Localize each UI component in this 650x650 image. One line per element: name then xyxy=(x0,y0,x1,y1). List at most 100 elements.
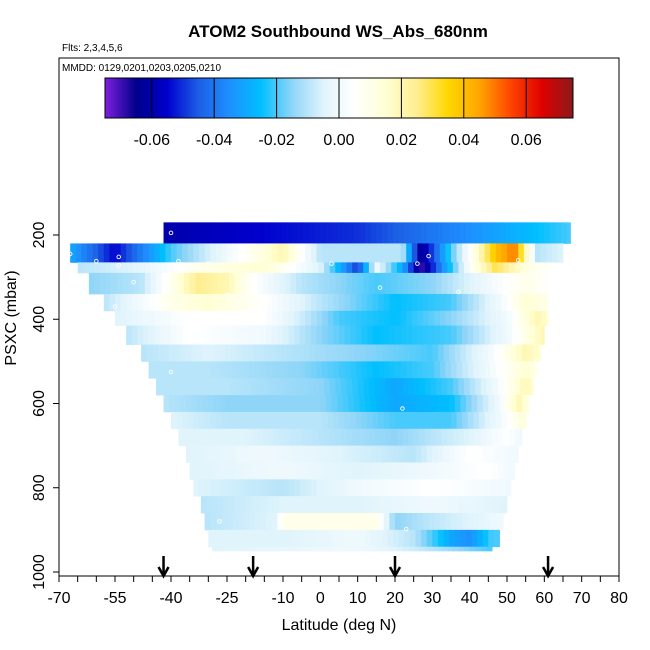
data-point xyxy=(67,251,73,257)
heatmap-cell xyxy=(322,361,329,379)
heatmap-cell xyxy=(264,344,271,362)
heatmap-cell xyxy=(318,496,325,514)
heatmap-cell xyxy=(449,222,456,244)
heatmap-cell xyxy=(245,546,252,552)
heatmap-cell xyxy=(497,272,504,295)
heatmap-cell xyxy=(213,445,220,463)
heatmap-cell xyxy=(523,325,530,345)
heatmap-cell xyxy=(195,262,202,274)
heatmap-cell xyxy=(389,310,396,326)
heatmap-cell xyxy=(324,462,331,480)
heatmap-cell xyxy=(495,325,502,345)
heatmap-cell xyxy=(469,262,476,274)
heatmap-cell xyxy=(464,378,471,396)
heatmap-cell xyxy=(225,344,232,362)
heatmap-cell xyxy=(116,272,123,295)
heatmap-cell xyxy=(266,243,273,263)
heatmap-cell xyxy=(445,243,452,263)
heatmap-cell xyxy=(251,462,258,480)
heatmap-cell xyxy=(163,395,170,413)
heatmap-cell xyxy=(380,546,387,552)
heatmap-cell xyxy=(202,445,209,463)
heatmap-cell xyxy=(518,243,525,263)
heatmap-cell xyxy=(212,378,219,396)
heatmap-cell xyxy=(520,428,523,447)
heatmap-cell xyxy=(424,428,431,447)
heatmap-cell xyxy=(480,496,487,514)
heatmap-cell xyxy=(490,361,497,379)
heatmap-cell xyxy=(75,243,82,263)
heatmap-cell xyxy=(469,378,476,396)
heatmap-cell xyxy=(191,445,198,463)
heatmap-cell xyxy=(398,395,405,413)
heatmap-cell xyxy=(473,513,480,531)
heatmap-cell xyxy=(531,378,534,396)
heatmap-cell xyxy=(368,262,375,274)
heatmap-cell xyxy=(212,546,219,552)
x-tick-label: -25 xyxy=(215,590,238,607)
heatmap-cell xyxy=(413,272,420,295)
heatmap-cell xyxy=(208,445,215,463)
x-tick-label: 0 xyxy=(316,590,325,607)
heatmap-cell xyxy=(258,529,265,548)
heatmap-cell xyxy=(380,262,387,274)
heatmap-cell xyxy=(152,344,159,362)
heatmap-cell xyxy=(238,361,245,379)
heatmap-cell xyxy=(294,479,301,497)
heatmap-cell xyxy=(316,293,323,312)
heatmap-cell xyxy=(540,325,545,345)
heatmap-cell xyxy=(451,513,457,531)
heatmap-cell xyxy=(258,222,265,244)
heatmap-cell xyxy=(454,529,461,548)
heatmap-cell xyxy=(495,513,502,531)
heatmap-cell xyxy=(210,243,217,263)
heatmap-cell xyxy=(243,361,250,379)
data-point xyxy=(168,369,174,375)
heatmap-cell xyxy=(436,428,443,447)
heatmap-cell xyxy=(185,344,192,362)
heatmap-cell xyxy=(243,325,250,345)
heatmap-cell xyxy=(441,462,448,480)
heatmap-cell xyxy=(312,262,319,274)
heatmap-cell xyxy=(292,445,299,463)
heatmap-cell xyxy=(471,445,478,463)
heatmap-cell xyxy=(329,262,336,274)
heatmap-cell xyxy=(163,222,170,244)
heatmap-cell xyxy=(441,378,448,396)
heatmap-cell xyxy=(236,395,243,413)
heatmap-cell xyxy=(243,513,250,531)
heatmap-cell xyxy=(359,395,366,413)
heatmap-cell xyxy=(342,445,349,463)
heatmap-cell xyxy=(232,361,239,379)
heatmap-cell xyxy=(318,546,325,552)
heatmap-cell xyxy=(359,344,366,362)
heatmap-cell xyxy=(279,546,286,552)
heatmap-cell xyxy=(467,310,474,326)
heatmap-cell xyxy=(389,361,396,379)
heatmap-cell xyxy=(367,513,373,531)
heatmap-cell xyxy=(512,411,519,430)
heatmap-cell xyxy=(116,262,123,274)
heatmap-cell xyxy=(249,411,256,430)
heatmap-cell xyxy=(411,293,418,312)
heatmap-cell xyxy=(339,243,345,263)
heatmap-cell xyxy=(327,361,334,379)
heatmap-cell xyxy=(475,378,482,396)
heatmap-cell xyxy=(421,445,428,463)
heatmap-cell xyxy=(505,344,512,362)
heatmap-cell xyxy=(525,262,532,274)
heatmap-cell xyxy=(413,546,420,552)
heatmap-cell xyxy=(473,310,480,326)
heatmap-cell xyxy=(387,529,394,548)
heatmap-cell xyxy=(447,496,454,514)
heatmap-cell xyxy=(98,243,105,263)
heatmap-cell xyxy=(262,262,269,274)
heatmap-cell xyxy=(518,293,525,312)
heatmap-cell xyxy=(253,222,260,244)
heatmap-cell xyxy=(169,395,176,413)
heatmap-cell xyxy=(182,411,189,430)
heatmap-cell xyxy=(204,310,211,326)
heatmap-cell xyxy=(165,293,172,312)
heatmap-cell xyxy=(363,462,370,480)
flight-arrows xyxy=(157,556,555,579)
